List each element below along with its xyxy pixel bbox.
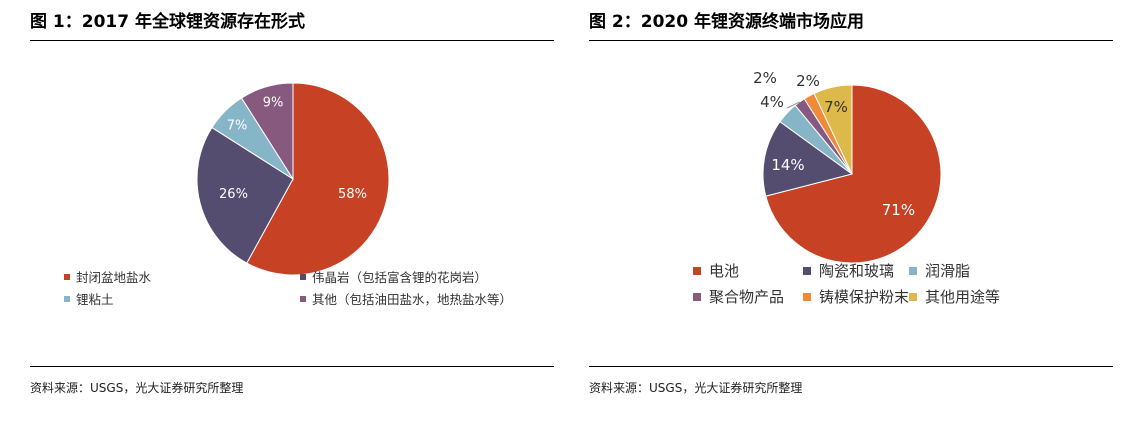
pie-slice xyxy=(762,120,854,197)
legend-item-other-uses: 其他用途等 xyxy=(909,286,1000,307)
source-note: 资料来源：USGS，光大证券研究所整理 xyxy=(589,381,803,395)
slice-label: 9% xyxy=(263,96,284,111)
slice-label: 26% xyxy=(219,187,248,202)
slice-label: 14% xyxy=(771,156,804,174)
legend-swatch xyxy=(909,292,917,301)
legend-swatch xyxy=(64,295,70,302)
legend-item-pegmatite: 伟晶岩（包括富含锂的花岗岩） xyxy=(300,267,487,286)
slice-label: 7% xyxy=(227,119,248,134)
legend-swatch xyxy=(693,266,701,275)
title-divider xyxy=(589,40,1113,41)
chart-panel-1: 图 1：2017 年全球锂资源存在形式 58% 26% 7% 9% 封闭盆地盐水 伟晶… xyxy=(30,0,554,429)
legend-item-closed-basin-brine: 封闭盆地盐水 xyxy=(64,267,151,286)
legend-swatch xyxy=(909,266,917,275)
chart-title: 图 1：2017 年全球锂资源存在形式 xyxy=(30,12,305,32)
legend-label: 其他（包括油田盐水，地热盐水等） xyxy=(312,292,513,307)
legend-item-other: 其他（包括油田盐水，地热盐水等） xyxy=(300,289,512,308)
title-divider xyxy=(30,40,554,41)
legend-label: 润滑脂 xyxy=(925,262,971,280)
pie-slice xyxy=(196,126,294,264)
legend-label: 电池 xyxy=(709,262,740,280)
pie-slice xyxy=(765,84,942,264)
legend-swatch xyxy=(693,292,701,301)
legend-swatch xyxy=(300,273,306,280)
legend-swatch xyxy=(64,273,70,280)
pie-chart-1: 58% 26% 7% 9% xyxy=(196,82,390,276)
slice-label: 2% xyxy=(753,69,777,87)
pie-chart-2: 71%14%4%2% 2%7% xyxy=(753,69,942,264)
leader-line xyxy=(786,101,800,109)
pie-slice xyxy=(240,82,294,181)
legend-item-mold-powder: 铸模保护粉末 xyxy=(803,286,909,307)
legend-label: 陶瓷和玻璃 xyxy=(819,262,895,280)
legend-swatch xyxy=(300,295,306,302)
legend-label: 封闭盆地盐水 xyxy=(76,270,152,285)
legend-item-grease: 润滑脂 xyxy=(909,260,970,281)
legend-label: 锂粘土 xyxy=(76,292,114,307)
chart-title: 图 2：2020 年锂资源终端市场应用 xyxy=(589,12,864,32)
slice-label: 71% xyxy=(882,201,915,219)
source-note: 资料来源：USGS，光大证券研究所整理 xyxy=(30,381,244,395)
chart-panel-2: 图 2：2020 年锂资源终端市场应用 71% 14% 4% 2% 2% 7% 电池 陶瓷… xyxy=(589,0,1113,429)
legend-label: 聚合物产品 xyxy=(709,288,785,306)
slice-label: 2% xyxy=(796,72,820,90)
source-divider xyxy=(30,366,554,367)
legend-label: 伟晶岩（包括富含锂的花岗岩） xyxy=(312,270,488,285)
legend-swatch xyxy=(803,266,811,275)
legend-label: 铸模保护粉末 xyxy=(819,288,910,306)
slice-label: 58% xyxy=(338,187,367,202)
legend-swatch xyxy=(803,292,811,301)
slice-label: 7% xyxy=(824,98,848,116)
slice-label: 4% xyxy=(760,93,784,111)
pie-slice xyxy=(813,84,853,175)
legend-label: 其他用途等 xyxy=(925,288,1001,306)
legend-item-lithium-clay: 锂粘土 xyxy=(64,289,114,308)
legend-item-polymer: 聚合物产品 xyxy=(693,286,784,307)
pie-slice xyxy=(246,82,390,276)
legend-item-ceramics-glass: 陶瓷和玻璃 xyxy=(803,260,894,281)
source-divider xyxy=(589,366,1113,367)
legend-item-battery: 电池 xyxy=(693,260,739,281)
